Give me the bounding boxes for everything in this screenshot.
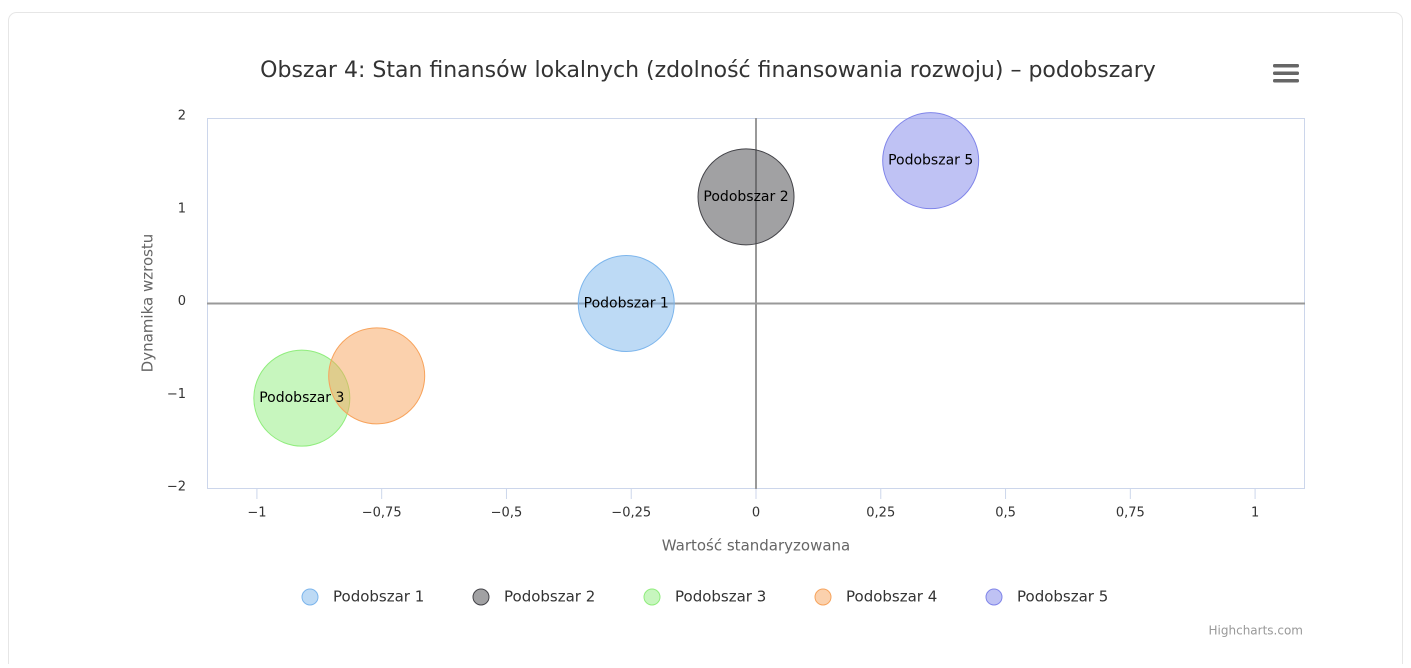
- legend-item[interactable]: Podobszar 2: [472, 588, 595, 606]
- bubble: [577, 255, 675, 352]
- card: [8, 12, 1403, 668]
- y-tick-label: −1: [167, 387, 186, 402]
- legend-item[interactable]: Podobszar 4: [814, 588, 937, 606]
- legend-label: Podobszar 2: [504, 588, 595, 606]
- legend-symbol: [985, 588, 1003, 606]
- chart-title: Obszar 4: Stan finansów lokalnych (zdoln…: [260, 58, 1156, 83]
- x-tick-label: 1: [1251, 506, 1259, 521]
- credits[interactable]: Highcharts.com: [1209, 624, 1303, 638]
- legend-symbol: [301, 588, 319, 606]
- legend-item[interactable]: Podobszar 5: [985, 588, 1108, 606]
- legend-item[interactable]: Podobszar 1: [301, 588, 424, 606]
- x-tick-label: 0,75: [1116, 506, 1145, 521]
- data-label: Podobszar 3: [259, 390, 344, 406]
- x-tick-label: −1: [247, 506, 266, 521]
- y-tick-label: −2: [167, 480, 186, 495]
- y-tick-label: 1: [178, 201, 186, 216]
- data-label: Podobszar 1: [584, 296, 669, 312]
- data-label: Podobszar 5: [888, 153, 973, 169]
- legend-symbol: [643, 588, 661, 606]
- data-label: Podobszar 2: [703, 189, 788, 205]
- x-tick-label: 0,5: [995, 506, 1016, 521]
- legend-symbol: [814, 588, 832, 606]
- legend-label: Podobszar 4: [846, 588, 937, 606]
- y-tick-label: 0: [178, 294, 186, 309]
- x-tick-label: −0,75: [362, 506, 402, 521]
- legend-item[interactable]: Podobszar 3: [643, 588, 766, 606]
- x-tick-label: 0,25: [866, 506, 895, 521]
- bubble: [328, 327, 426, 425]
- y-tick-label: 2: [178, 109, 186, 124]
- x-tick-label: −0,25: [611, 506, 651, 521]
- bubble: [697, 148, 795, 246]
- legend-symbol: [472, 588, 490, 606]
- legend-label: Podobszar 1: [333, 588, 424, 606]
- x-tick-label: 0: [752, 506, 760, 521]
- legend-label: Podobszar 5: [1017, 588, 1108, 606]
- bubble: [882, 112, 980, 210]
- legend-label: Podobszar 3: [675, 588, 766, 606]
- x-axis-title: Wartość standaryzowana: [662, 537, 850, 555]
- x-tick-label: −0,5: [491, 506, 523, 521]
- y-axis-title: Dynamika wzrostu: [139, 234, 157, 373]
- menu-button[interactable]: [1273, 64, 1299, 83]
